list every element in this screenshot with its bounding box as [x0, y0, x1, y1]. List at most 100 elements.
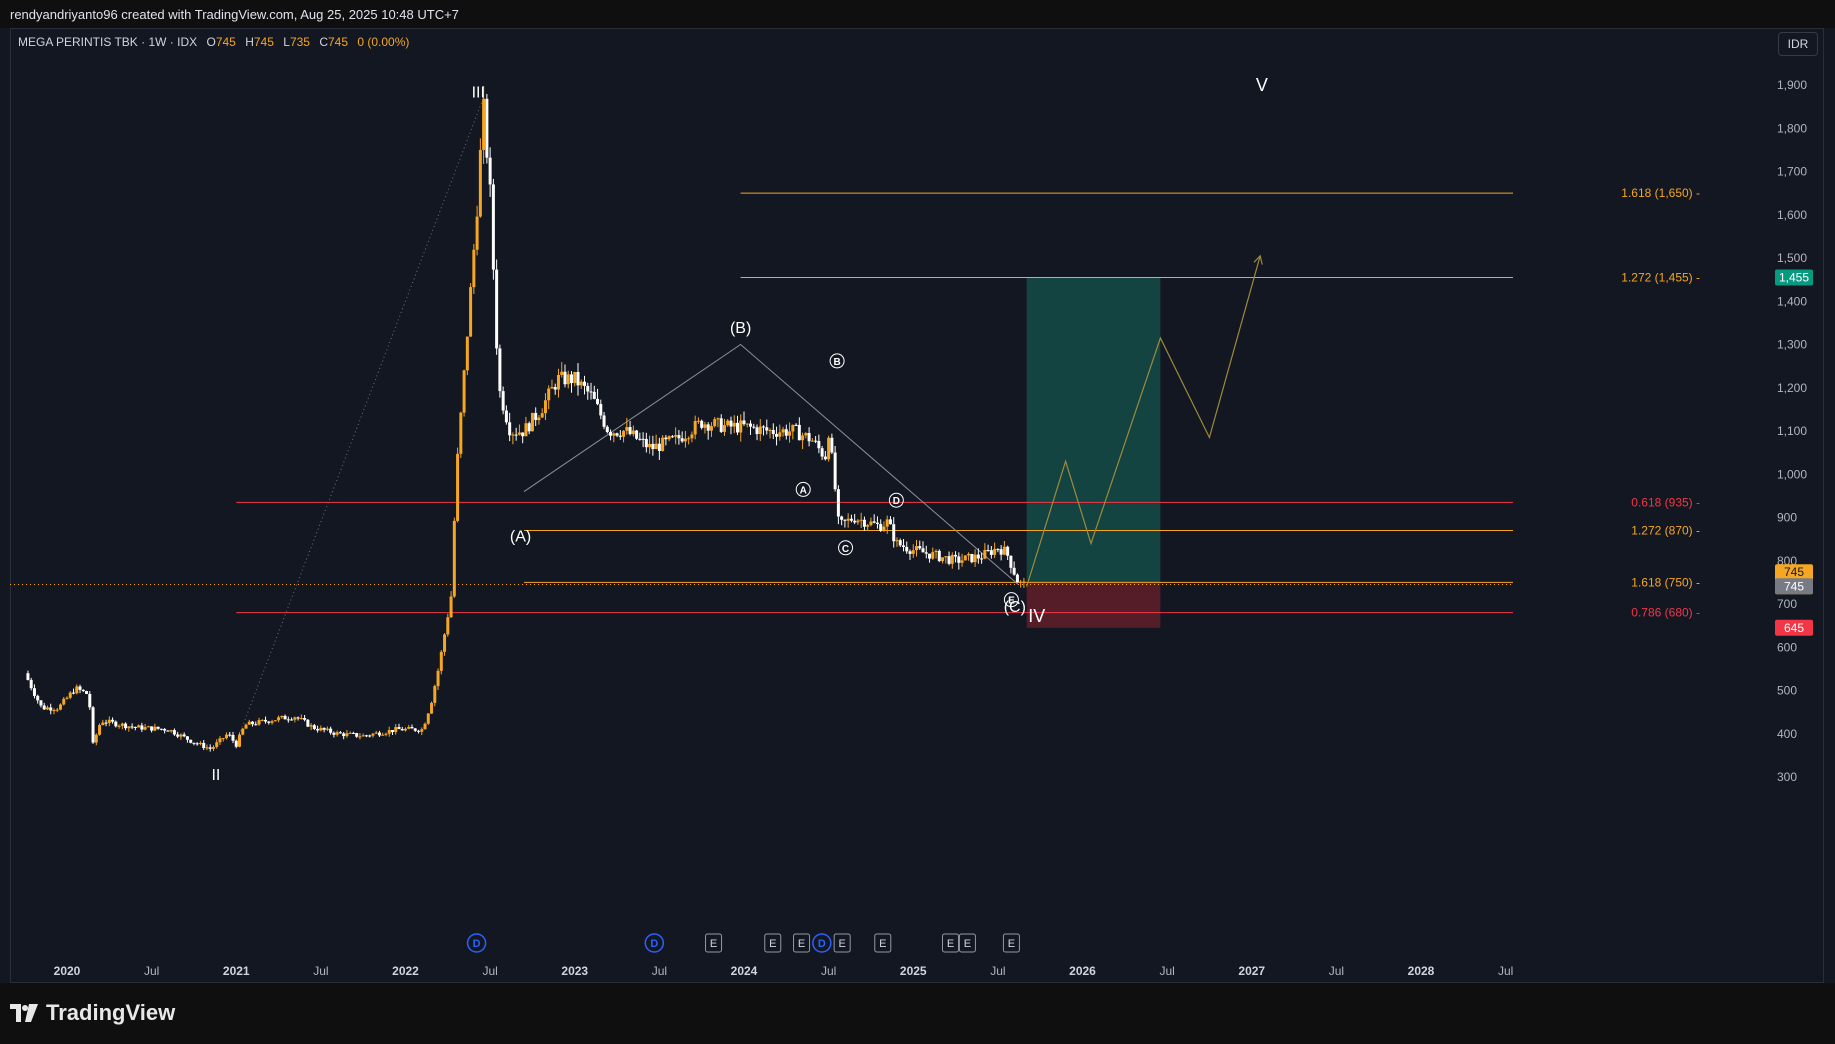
candle-body	[140, 725, 144, 730]
fib-level-label: 0.618 (935) -	[1631, 495, 1700, 509]
candle-body	[566, 374, 570, 385]
candle-body	[947, 556, 951, 564]
earnings-marker[interactable]: E	[1002, 933, 1020, 953]
candle-body	[81, 689, 85, 692]
candle-body	[475, 216, 479, 250]
candle-body	[501, 391, 505, 411]
candle-body	[517, 432, 521, 435]
candle-body	[306, 719, 310, 727]
chart-frame[interactable]	[10, 28, 1824, 983]
currency-button[interactable]: IDR	[1778, 32, 1818, 56]
low-label: L	[283, 35, 290, 49]
candle-body	[849, 518, 853, 521]
candle-body	[527, 423, 531, 432]
candle-body	[970, 553, 974, 563]
projection-path	[1026, 255, 1261, 587]
candle-body	[908, 551, 912, 554]
candle-body	[58, 704, 62, 710]
candle-body	[482, 98, 486, 150]
candle-body	[361, 735, 365, 737]
symbol-info[interactable]: MEGA PERINTIS TBK · 1W · IDX	[18, 35, 198, 49]
candle-body	[498, 348, 502, 392]
dividend-marker[interactable]: D	[812, 933, 832, 953]
candle-body	[683, 438, 687, 442]
candle-body	[791, 424, 795, 432]
candle-body	[221, 738, 225, 740]
time-axis-label: 2028	[1408, 964, 1435, 978]
time-axis-label: Jul	[482, 964, 497, 978]
candle-body	[960, 560, 964, 563]
candle-body	[687, 438, 691, 440]
candle-body	[52, 710, 56, 712]
price-badge[interactable]: 1,455	[1775, 269, 1813, 286]
candle-body	[1012, 567, 1016, 575]
earnings-marker-label: E	[879, 938, 886, 950]
candle-body	[661, 437, 665, 452]
open-label: O	[206, 35, 216, 49]
candle-body	[563, 371, 567, 385]
candle-body	[963, 555, 967, 561]
candle-body	[521, 432, 525, 437]
price-badge[interactable]: 645	[1775, 619, 1813, 636]
dividend-marker[interactable]: D	[644, 933, 665, 953]
candle-body	[91, 707, 95, 743]
price-axis-label: 500	[1777, 684, 1797, 698]
candle-body	[709, 426, 713, 431]
tradingview-logo[interactable]: TradingView	[10, 1000, 175, 1026]
wave-circle-label: A	[800, 485, 807, 496]
candle-body	[156, 726, 160, 729]
candle-body	[456, 453, 460, 521]
candle-body	[742, 420, 746, 425]
candle-body	[875, 522, 879, 525]
earnings-marker[interactable]: E	[764, 933, 782, 953]
earnings-marker[interactable]: E	[941, 933, 959, 953]
candle-body	[801, 435, 805, 441]
candle-body	[244, 724, 248, 729]
attribution-bar: rendyandriyanto96 created with TradingVi…	[0, 0, 1835, 28]
candle-body	[332, 732, 336, 735]
candle-body	[29, 679, 33, 689]
candle-body	[856, 520, 860, 523]
candle-body	[478, 149, 482, 217]
price-badge-bg	[1775, 619, 1813, 636]
candle-body	[319, 727, 323, 731]
candle-body	[88, 693, 92, 708]
candle-body	[937, 550, 941, 562]
candle-body	[42, 705, 46, 710]
candle-body	[390, 730, 394, 733]
price-badge-label: 745	[1784, 579, 1804, 593]
candle-body	[713, 419, 717, 427]
dividend-marker[interactable]: D	[466, 933, 487, 953]
candle-body	[853, 520, 857, 523]
time-axis-label: Jul	[313, 964, 328, 978]
earnings-marker[interactable]: E	[958, 933, 976, 953]
candle-body	[172, 730, 176, 735]
candle-body	[901, 545, 905, 548]
candle-body	[198, 742, 202, 744]
attribution-text: rendyandriyanto96 created with TradingVi…	[10, 7, 459, 22]
price-axis-label: 400	[1777, 727, 1797, 741]
candle-body	[462, 370, 466, 413]
price-axis-label: 1,000	[1777, 467, 1807, 481]
candle-body	[283, 715, 287, 720]
price-axis-label: 1,100	[1777, 424, 1807, 438]
candle-body	[273, 720, 277, 722]
candle-body	[915, 546, 919, 551]
wave-label: (A)	[510, 529, 531, 546]
candle-body	[677, 435, 681, 439]
candle-body	[104, 722, 108, 724]
price-axis-label: 1,300	[1777, 338, 1807, 352]
earnings-marker[interactable]: E	[833, 933, 851, 953]
fib-level-label: 1.272 (1,455) -	[1621, 270, 1700, 284]
time-axis-label: Jul	[652, 964, 667, 978]
candle-body	[182, 734, 186, 737]
earnings-marker[interactable]: E	[793, 933, 811, 953]
price-badge-label: 1,455	[1779, 270, 1809, 284]
price-axis-label: 300	[1777, 770, 1797, 784]
candle-body	[267, 721, 271, 723]
price-badge[interactable]: 745	[1775, 578, 1813, 595]
time-axis-label: 2022	[392, 964, 419, 978]
earnings-marker[interactable]: E	[705, 933, 723, 953]
earnings-marker[interactable]: E	[874, 933, 892, 953]
